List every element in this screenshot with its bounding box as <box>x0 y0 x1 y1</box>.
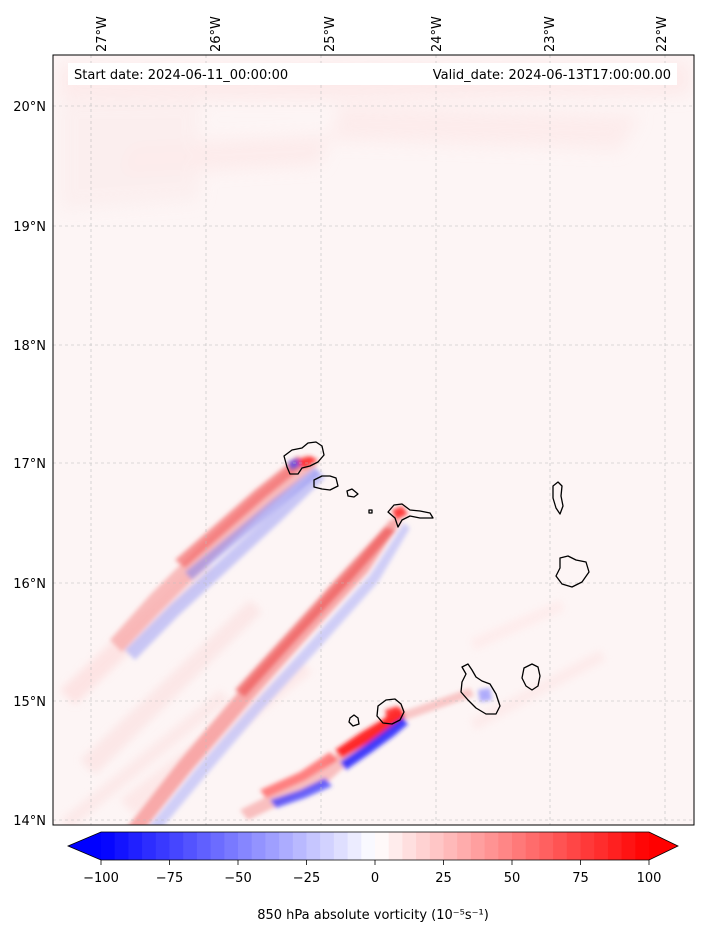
colorbar-cell <box>306 832 321 860</box>
longitude-labels: 27°W 26°W 25°W 24°W 23°W 22°W <box>95 16 670 52</box>
island-branco <box>368 509 373 514</box>
colorbar-cell <box>292 832 308 860</box>
colorbar-cell <box>457 832 472 860</box>
colorbar-cell <box>183 832 198 860</box>
start-date-label: Start date: 2024-06-11_00:00:00 <box>74 68 288 83</box>
lon-label-27w: 27°W <box>95 16 110 52</box>
colorbar-cell <box>416 832 431 860</box>
colorbar-cell <box>279 832 294 860</box>
colorbar-cell <box>333 832 349 860</box>
colorbar-extend-left <box>68 832 101 860</box>
colorbar-cell <box>525 832 540 860</box>
colorbar-cell <box>635 832 650 860</box>
colorbar-cell <box>388 832 403 860</box>
colorbar-cell <box>320 832 335 860</box>
valid-date-label: Valid_date: 2024-06-13T17:00:00.00 <box>433 68 671 83</box>
colorbar-cell <box>361 832 376 860</box>
colorbar-cell <box>265 832 280 860</box>
lon-label-22w: 22°W <box>655 16 670 52</box>
island-boa-vista <box>555 555 590 588</box>
colorbar-cell <box>429 832 445 860</box>
colorbar-cell <box>347 832 362 860</box>
colorbar-tick-label: −100 <box>83 871 119 886</box>
colorbar-tick-label: −50 <box>224 871 251 886</box>
colorbar-tick-label: 0 <box>371 871 379 886</box>
lat-label-19n: 19°N <box>13 220 46 235</box>
colorbar-cell <box>580 832 595 860</box>
lat-label-16n: 16°N <box>13 577 46 592</box>
latitude-labels: 20°N 19°N 18°N 17°N 16°N 15°N 14°N <box>13 100 46 829</box>
colorbar-tick-label: 50 <box>504 871 521 886</box>
island-fogo <box>376 698 405 725</box>
lon-label-25w: 25°W <box>323 16 338 52</box>
colorbar-cell <box>196 832 212 860</box>
lat-label-20n: 20°N <box>13 100 46 115</box>
colorbar-cell <box>251 832 266 860</box>
island-santa-luzia <box>346 488 359 498</box>
colorbar-cell <box>443 832 458 860</box>
colorbar-cell <box>238 832 253 860</box>
map-frame <box>52 54 695 826</box>
lat-label-15n: 15°N <box>13 695 46 710</box>
colorbar-cell <box>607 832 623 860</box>
colorbar-cell <box>566 832 582 860</box>
lon-label-26w: 26°W <box>209 16 224 52</box>
colorbar-tick-label: −25 <box>293 871 320 886</box>
colorbar-cell <box>402 832 417 860</box>
colorbar-cell <box>142 832 157 860</box>
island-santo-antao <box>283 441 325 475</box>
island-brava <box>348 714 360 727</box>
colorbar-cell <box>539 832 554 860</box>
lat-label-14n: 14°N <box>13 814 46 829</box>
colorbar-extend-right <box>649 832 678 860</box>
colorbar-cell <box>114 832 129 860</box>
lon-label-23w: 23°W <box>543 16 558 52</box>
colorbar-cell <box>101 832 116 860</box>
map-panel: Start date: 2024-06-11_00:00:00 Valid_da… <box>52 54 695 826</box>
colorbar-cell <box>169 832 184 860</box>
colorbar: −100 −75 −50 −25 0 25 50 75 100 850 hPa … <box>66 831 679 923</box>
colorbar-cell <box>210 832 225 860</box>
colorbar-cell <box>594 832 609 860</box>
vorticity-field <box>53 55 694 825</box>
island-santiago <box>460 663 501 715</box>
island-sal <box>552 481 564 515</box>
island-sao-nicolau <box>387 503 434 528</box>
colorbar-tick-label: 25 <box>435 871 452 886</box>
colorbar-cell <box>224 832 239 860</box>
island-maio <box>521 663 541 691</box>
colorbar-label: 850 hPa absolute vorticity (10⁻⁵s⁻¹) <box>257 908 489 923</box>
lat-label-17n: 17°N <box>13 457 46 472</box>
coastlines <box>283 441 590 727</box>
colorbar-tick-label: −75 <box>156 871 183 886</box>
colorbar-cell <box>484 832 499 860</box>
lat-label-18n: 18°N <box>13 339 46 354</box>
colorbar-tick-label: 100 <box>637 871 662 886</box>
lon-label-24w: 24°W <box>430 16 445 52</box>
colorbar-cell <box>621 832 636 860</box>
gridlines <box>53 55 694 825</box>
colorbar-cell <box>128 832 143 860</box>
annotation-box <box>68 63 677 85</box>
colorbar-cell <box>553 832 568 860</box>
island-sao-vicente <box>313 475 339 491</box>
colorbar-cell <box>512 832 527 860</box>
colorbar-cells <box>101 832 650 860</box>
colorbar-cell <box>375 832 390 860</box>
colorbar-ticks: −100 −75 −50 −25 0 25 50 75 100 <box>83 860 661 886</box>
colorbar-cell <box>155 832 171 860</box>
colorbar-tick-label: 75 <box>572 871 589 886</box>
colorbar-cell <box>498 832 513 860</box>
colorbar-cell <box>470 832 486 860</box>
